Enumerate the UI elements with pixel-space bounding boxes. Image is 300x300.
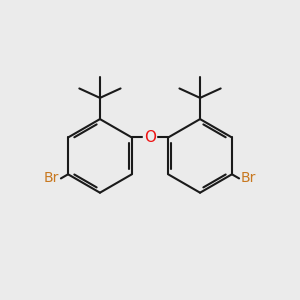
Text: Br: Br: [241, 171, 256, 185]
Text: Br: Br: [44, 171, 59, 185]
Text: O: O: [144, 130, 156, 145]
